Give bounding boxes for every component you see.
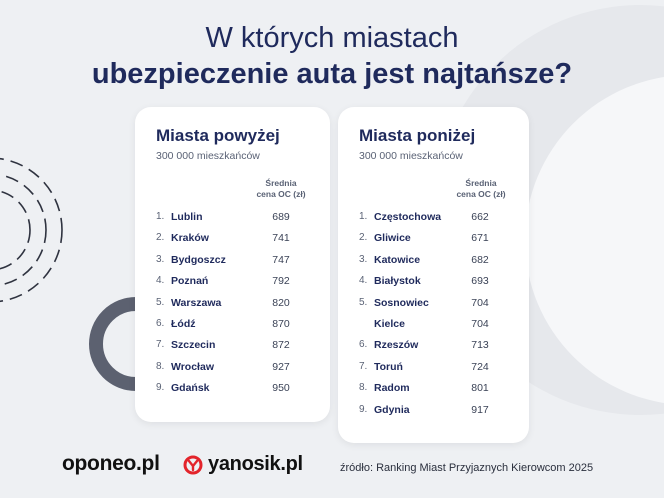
ranking-list: 1. Częstochowa 662 2. Gliwice 671 3. Katowice… [338,208,529,422]
rank: 4. [156,275,165,287]
rank: 3. [156,253,165,265]
source-note: źródło: Ranking Miast Przyjaznych Kierow… [340,462,594,474]
price: 693 [471,275,489,288]
price: 689 [272,211,290,223]
price: 927 [272,360,290,373]
city-name: Lublin [171,211,203,223]
list-item: 6. Łódź 870 [135,315,330,336]
list-item: 9. Gdynia 917 [338,401,529,422]
price: 870 [272,317,290,330]
price: 741 [272,232,290,245]
card-subtitle: 300 000 mieszkańców [156,150,260,162]
city-name: Toruń [374,360,403,373]
price: 950 [272,382,290,395]
rank: 8. [359,382,368,394]
price: 662 [471,211,489,223]
rank: 4. [359,275,368,287]
list-item: 9. Gdańsk 950 [135,379,330,400]
city-name: Kielce [374,317,405,330]
city-name: Szczecin [171,339,216,352]
list-item: 5. Warszawa 820 [135,294,330,315]
list-item: 3. Katowice 682 [338,251,529,272]
price: 917 [471,403,489,416]
price-column-header: Średnia cena OC (zł) [246,178,316,200]
list-item: 2. Gliwice 671 [338,229,529,250]
city-name: Wrocław [171,360,214,373]
city-name: Łódź [171,317,196,330]
list-item: 1. Lublin 689 [135,208,330,229]
rank: 1. [359,211,368,222]
price: 724 [471,360,489,373]
price: 704 [471,317,489,330]
city-name: Gliwice [374,232,411,245]
rank: 5. [156,296,165,308]
headline-line-2: ubezpieczenie auta jest najtańsze? [91,58,573,90]
list-item: 7. Szczecin 872 [135,336,330,357]
price: 747 [272,253,290,266]
yanosik-logo: yanosik.pl [183,453,303,476]
rank: 7. [156,339,165,351]
city-name: Częstochowa [374,211,442,223]
column-header-line-2: cena OC (zł) [456,189,506,199]
list-item: 3. Bydgoszcz 747 [135,251,330,272]
yanosik-mark-icon [183,455,203,474]
price-column-header: Średnia cena OC (zł) [446,178,516,200]
rank: 6. [156,317,165,329]
city-name: Białystok [374,275,421,288]
list-item: Kielce 704 [338,315,529,336]
card-title: Miasta poniżej [359,126,476,145]
oponeo-logo: oponeo.pl [62,452,160,475]
list-item: 4. Poznań 792 [135,272,330,293]
price: 792 [272,275,290,288]
city-name: Sosnowiec [374,296,429,309]
city-name: Kraków [171,232,209,245]
list-item: 5. Sosnowiec 704 [338,294,529,315]
rank: 2. [359,232,368,244]
ranking-list: 1. Lublin 689 2. Kraków 741 3. Bydgoszcz 747 4… [135,208,330,401]
rank: 1. [156,211,165,222]
rank: 3. [359,253,368,265]
list-item: 6. Rzeszów 713 [338,336,529,357]
price: 820 [272,296,290,309]
rank: 6. [359,339,368,351]
city-name: Warszawa [171,296,222,309]
column-header-line-2: cena OC (zł) [256,189,306,199]
rank: 5. [359,296,368,308]
price: 671 [471,232,489,245]
card-subtitle: 300 000 mieszkańców [359,150,463,162]
rank: 7. [359,360,368,372]
card-title: Miasta powyżej [156,126,280,145]
city-name: Poznań [171,275,209,288]
list-item: 8. Radom 801 [338,379,529,400]
yanosik-logo-text: yanosik.pl [208,453,303,475]
list-item: 7. Toruń 724 [338,358,529,379]
headline-line-1: W których miastach [205,22,459,54]
city-name: Radom [374,382,410,395]
card-small-cities: Miasta poniżej 300 000 mieszkańców Średn… [338,107,529,443]
price: 682 [471,253,489,266]
rank: 9. [156,382,165,394]
price: 704 [471,296,489,309]
city-name: Bydgoszcz [171,253,226,266]
rank: 8. [156,360,165,372]
list-item: 4. Białystok 693 [338,272,529,293]
rank: 2. [156,232,165,244]
column-header-line-1: Średnia [265,178,297,188]
card-large-cities: Miasta powyżej 300 000 mieszkańców Średn… [135,107,330,422]
list-item: 8. Wrocław 927 [135,358,330,379]
city-name: Gdynia [374,403,410,416]
rank: 9. [359,403,368,415]
column-header-line-1: Średnia [465,178,497,188]
city-name: Rzeszów [374,339,419,352]
price: 872 [272,339,290,352]
list-item: 1. Częstochowa 662 [338,208,529,229]
price: 801 [471,382,489,395]
price: 713 [471,339,489,352]
city-name: Katowice [374,253,421,266]
city-name: Gdańsk [171,382,210,395]
list-item: 2. Kraków 741 [135,229,330,250]
